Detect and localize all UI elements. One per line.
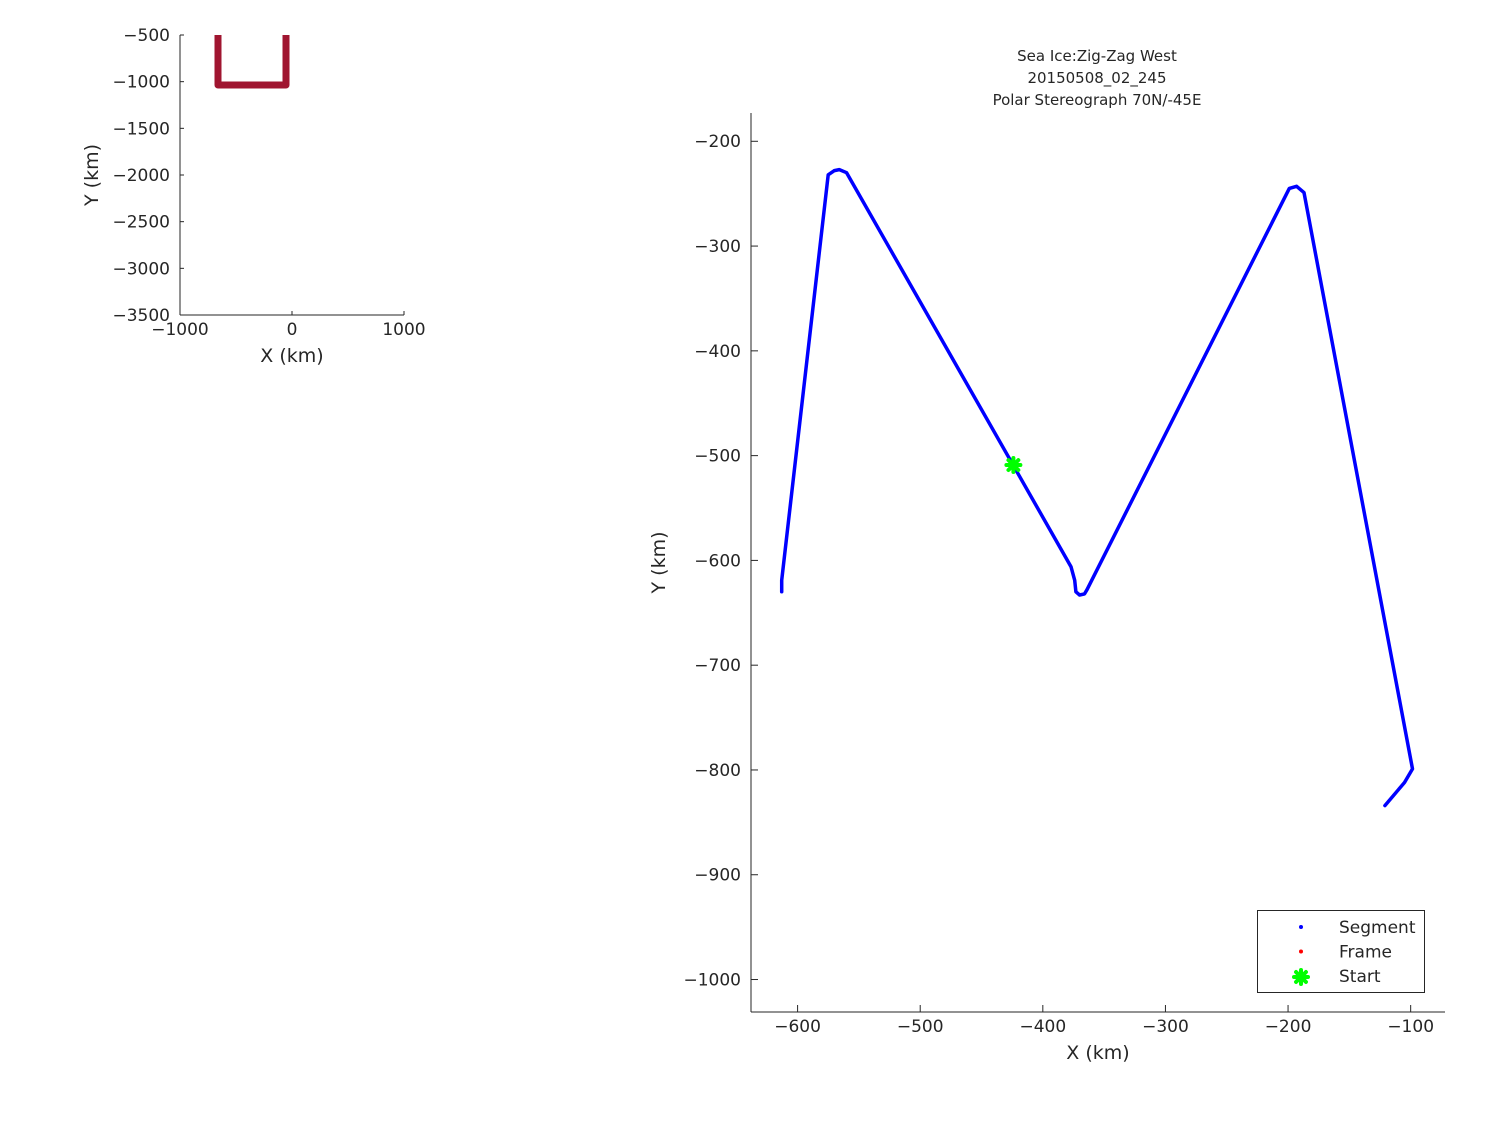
- legend-frame-icon: [1299, 949, 1303, 954]
- x-tick-label: −200: [1265, 1017, 1312, 1037]
- y-tick-label: −400: [694, 342, 741, 362]
- chart-title-line: Sea Ice:Zig-Zag West: [1017, 47, 1177, 65]
- y-tick-label: −700: [694, 656, 741, 676]
- legend-label: Frame: [1339, 943, 1392, 963]
- y-tick-label: −2000: [112, 166, 170, 186]
- y-tick-label: −800: [694, 761, 741, 781]
- y-tick-label: −900: [694, 866, 741, 886]
- overview-map: −1000 0 1000 −3500 −3000 −2500 −2000 −1500 −1000…: [81, 26, 426, 367]
- legend-label: Segment: [1339, 918, 1416, 938]
- y-tick-label: −1500: [112, 119, 170, 139]
- x-tick-label: −100: [1387, 1017, 1434, 1037]
- x-tick-label: −1000: [151, 320, 209, 340]
- y-tick-label: −300: [694, 237, 741, 257]
- legend: Segment Frame Start: [1257, 910, 1425, 993]
- chart-title-line: Polar Stereograph 70N/-45E: [993, 91, 1202, 109]
- y-tick-label: −200: [694, 132, 741, 152]
- y-tick-label: −3000: [112, 259, 170, 279]
- y-tick-label: −1000: [112, 73, 170, 93]
- y-tick-label: −2500: [112, 213, 170, 233]
- extent-line: [214, 35, 290, 89]
- y-tick-label: −500: [694, 447, 741, 467]
- legend-start-icon: [1292, 968, 1310, 986]
- legend-segment-icon: [1299, 925, 1303, 929]
- track-plot: −600 −500 −400 −300 −200 −100 −1000 −900 −800 −70…: [648, 47, 1445, 1064]
- x-axis-label: X (km): [1066, 1042, 1129, 1064]
- x-tick-label: 0: [287, 320, 298, 340]
- segment-line: [779, 167, 1415, 808]
- x-tick-label: −600: [774, 1017, 821, 1037]
- x-tick-label: −500: [897, 1017, 944, 1037]
- y-tick-label: −500: [123, 26, 170, 46]
- y-tick-label: −600: [694, 551, 741, 571]
- y-tick-label: −3500: [112, 306, 170, 326]
- y-tick-label: −1000: [683, 970, 741, 990]
- x-tick-label: −300: [1142, 1017, 1189, 1037]
- y-axis-label: Y (km): [81, 144, 103, 207]
- x-tick-label: −400: [1019, 1017, 1066, 1037]
- chart-title-line: 20150508_02_245: [1027, 69, 1166, 88]
- x-tick-label: 1000: [382, 320, 425, 340]
- x-axis-label: X (km): [260, 345, 323, 367]
- start-marker: [1004, 456, 1023, 475]
- y-axis-label: Y (km): [648, 532, 670, 595]
- legend-label: Start: [1339, 967, 1381, 987]
